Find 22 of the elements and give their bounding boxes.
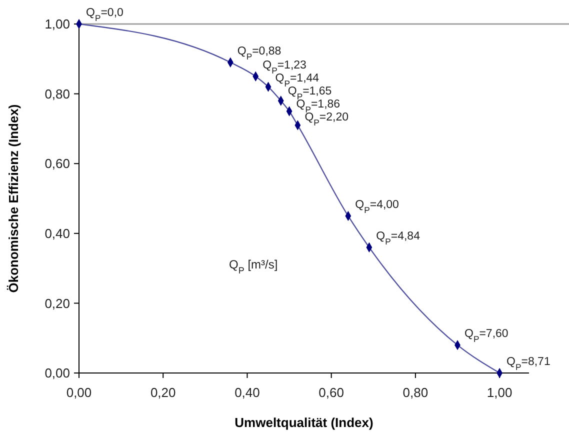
annotation: Q$_{P}$=2,20: [304, 111, 349, 128]
x-tick-label: 0,40: [234, 385, 260, 400]
x-tick-label: 0,20: [150, 385, 176, 400]
x-tick-label: 1,00: [486, 385, 512, 400]
annotation: Q$_{P}$=4,00: [355, 198, 399, 215]
annotation: Q$_{P}$=0,88: [237, 45, 282, 62]
x-tick-label: 0,60: [318, 385, 344, 400]
y-tick-label: 0,20: [44, 296, 70, 311]
x-tick-label: 0,00: [66, 385, 92, 400]
annotation: Q$_{P}$=8,71: [506, 356, 550, 372]
annotation: Q$_{P}$ [m³/s]: [229, 257, 278, 276]
y-tick-label: 0,60: [44, 156, 70, 172]
x-tick-label: 0,80: [402, 385, 428, 400]
annotation: Q$_{P}$=4,84: [376, 230, 421, 246]
y-tick-label: 0,40: [44, 226, 70, 241]
annotation: Q$_{P}$=0,0: [86, 7, 124, 23]
annotation: Q$_{P}$=7,60: [464, 328, 508, 344]
y-tick-label: 0,00: [44, 366, 70, 381]
y-tick-label: 0,80: [44, 86, 70, 102]
x-axis-title: Umweltqualität (Index): [234, 415, 374, 430]
y-tick-label: 1,00: [44, 16, 70, 32]
y-axis-title: Ökonomische Effizienz (Index): [6, 104, 21, 293]
